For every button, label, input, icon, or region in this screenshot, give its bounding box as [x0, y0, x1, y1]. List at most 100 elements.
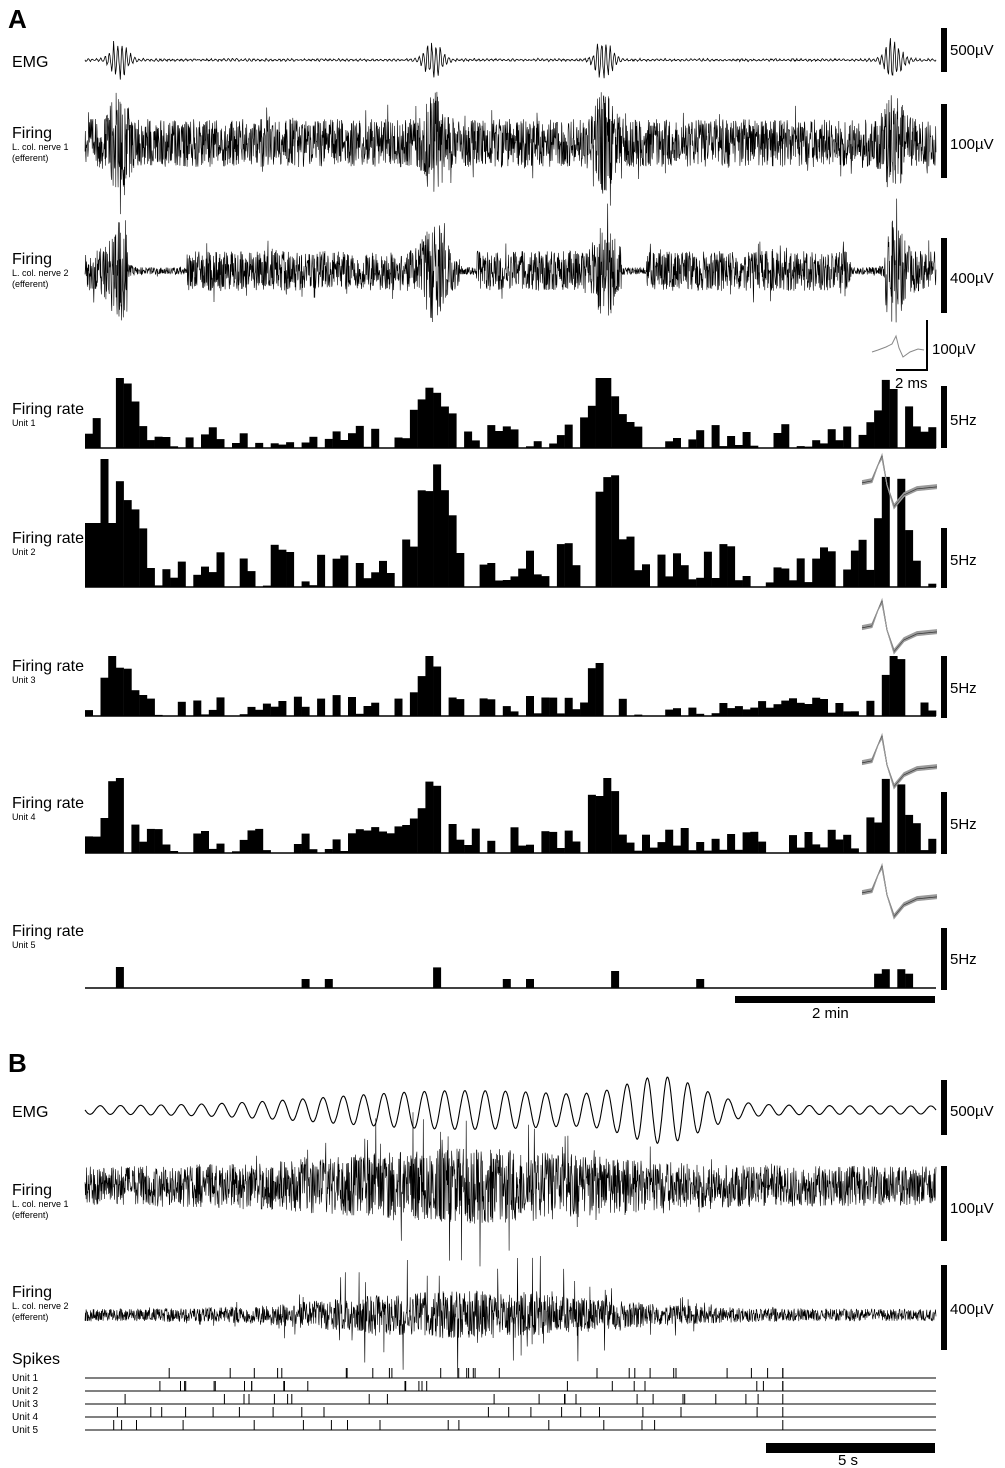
rate-bar	[843, 426, 852, 448]
rate-bar	[402, 825, 411, 853]
rate-bar	[154, 714, 163, 716]
rate-bar	[402, 539, 411, 587]
b-nerve2-scale-bar	[941, 1265, 947, 1350]
b-nerve1-sub2: (efferent)	[12, 1210, 48, 1220]
rate-bar	[734, 580, 743, 587]
rate-bar	[912, 426, 921, 448]
rate-bar	[309, 585, 318, 587]
rate-bar	[812, 440, 821, 448]
b-nerve2-sub1: L. col. nerve 2	[12, 1301, 69, 1311]
a-nerve2-label: Firing	[12, 251, 52, 268]
rate-bar	[742, 709, 751, 716]
rate-bar	[603, 378, 612, 448]
a-unit5-scale-label: 5Hz	[950, 951, 977, 968]
rate-bar	[471, 440, 480, 448]
rate-bar	[649, 847, 658, 853]
rate-bar	[688, 579, 697, 587]
rate-bar	[773, 433, 782, 448]
a-unit1-sub: Unit 1	[12, 418, 36, 428]
rate-bar	[866, 700, 875, 716]
rate-bar	[595, 378, 604, 448]
rate-bar	[611, 396, 620, 448]
rate-bar	[348, 833, 356, 853]
rate-bar	[626, 536, 635, 587]
rate-bar	[487, 840, 496, 853]
rate-bar	[541, 576, 550, 587]
rate-bar	[905, 530, 914, 587]
a-unit5-sub: Unit 5	[12, 940, 36, 950]
rate-bar	[758, 701, 767, 716]
rate-bar	[154, 829, 163, 853]
rate-bar	[634, 426, 643, 448]
rate-bar	[162, 844, 171, 853]
rate-bar	[773, 567, 782, 587]
rate-bar	[433, 967, 442, 988]
a-nerve1-scale-label: 100µV	[950, 136, 994, 153]
rate-bar	[804, 704, 813, 716]
rate-bar	[850, 848, 859, 853]
rate-bar	[696, 430, 705, 448]
rate-bar	[115, 667, 124, 716]
rate-bar	[201, 714, 209, 716]
rate-bar	[820, 547, 828, 587]
rate-bar	[889, 389, 898, 448]
rate-bar	[510, 429, 519, 448]
rate-bar	[332, 695, 341, 716]
rate-bar	[889, 656, 898, 716]
rate-bar	[131, 509, 140, 587]
rate-bar	[673, 553, 681, 587]
spikes-title: Spikes	[12, 1351, 60, 1368]
rate-bar	[502, 580, 511, 587]
rate-bar	[162, 569, 171, 587]
rate-bar	[750, 831, 759, 853]
rate-bar	[425, 781, 434, 853]
rate-bar	[804, 446, 813, 448]
a-emg-trace	[84, 38, 937, 80]
b-time-scale-label: 5 s	[838, 1452, 858, 1468]
rate-bar	[572, 709, 581, 716]
a-unit3-sub: Unit 3	[12, 675, 36, 685]
rate-bar	[533, 574, 542, 587]
rate-bar	[820, 443, 828, 448]
waveform-scale-bar	[896, 320, 928, 371]
rate-bar	[448, 515, 457, 587]
rate-bar	[146, 698, 155, 716]
rate-bar	[123, 383, 132, 448]
rate-bar	[881, 778, 890, 853]
rate-bar	[131, 401, 140, 448]
rate-bar	[711, 578, 720, 587]
panel-b-label: B	[8, 1048, 27, 1078]
rate-bar	[881, 379, 890, 448]
rate-bar	[464, 431, 473, 448]
rate-bar	[417, 399, 426, 448]
rate-bar	[912, 560, 921, 587]
rate-bar	[216, 552, 225, 587]
rate-bar	[920, 702, 929, 716]
rate-bar	[247, 830, 256, 853]
rate-bar	[355, 713, 364, 716]
rate-bar	[587, 405, 596, 448]
rate-bar	[278, 549, 287, 587]
a-unit2-rate-label: Firing rate	[12, 530, 84, 547]
rate-bar	[255, 709, 264, 716]
a-unit3-rate-label: Firing rate	[12, 658, 84, 675]
rate-bar	[541, 831, 550, 853]
rate-bar	[309, 436, 318, 448]
rate-bar	[286, 442, 295, 448]
rate-bar	[812, 844, 821, 853]
rate-bar	[549, 697, 558, 716]
b-nerve2-sub2: (efferent)	[12, 1312, 48, 1322]
rate-bar	[85, 710, 93, 716]
rate-bar	[309, 849, 318, 853]
rate-bar	[642, 834, 650, 853]
rate-bar	[433, 666, 442, 716]
rate-bar	[247, 706, 256, 716]
rate-bar	[556, 713, 565, 716]
rate-bar	[278, 701, 287, 716]
rate-bar	[487, 699, 496, 716]
rate-bar	[216, 697, 225, 716]
rate-bar	[216, 439, 225, 448]
rate-bar	[680, 565, 689, 587]
rate-bar	[750, 445, 759, 448]
a-unit3-scale-label: 5Hz	[950, 680, 977, 697]
